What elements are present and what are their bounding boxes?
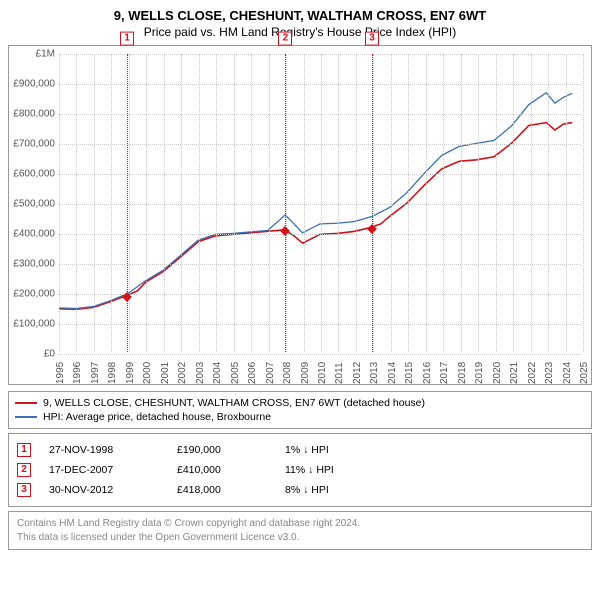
- gridline-v: [181, 54, 182, 352]
- legend-label: HPI: Average price, detached house, Brox…: [43, 411, 271, 423]
- event-price: £190,000: [177, 444, 267, 456]
- legend: 9, WELLS CLOSE, CHESHUNT, WALTHAM CROSS,…: [8, 391, 592, 429]
- attribution-footer: Contains HM Land Registry data © Crown c…: [8, 511, 592, 550]
- y-tick-label: £600,000: [9, 169, 55, 180]
- gridline-v: [513, 54, 514, 352]
- gridline-h: [59, 294, 581, 295]
- event-marker-num: 1: [17, 443, 31, 457]
- event-row: 2 17-DEC-2007 £410,000 11% ↓ HPI: [17, 460, 583, 480]
- gridline-v: [251, 54, 252, 352]
- gridline-v: [321, 54, 322, 352]
- chart-title: 9, WELLS CLOSE, CHESHUNT, WALTHAM CROSS,…: [8, 8, 592, 23]
- gridline-h: [59, 354, 581, 355]
- gridline-v: [234, 54, 235, 352]
- legend-item: 9, WELLS CLOSE, CHESHUNT, WALTHAM CROSS,…: [15, 396, 585, 410]
- event-marker-num: 3: [17, 483, 31, 497]
- marker-label: 2: [278, 32, 292, 46]
- marker-vline: [285, 54, 286, 352]
- gridline-h: [59, 324, 581, 325]
- legend-swatch: [15, 402, 37, 404]
- gridline-v: [391, 54, 392, 352]
- event-date: 17-DEC-2007: [49, 464, 159, 476]
- y-tick-label: £500,000: [9, 199, 55, 210]
- gridline-v: [269, 54, 270, 352]
- gridline-v: [443, 54, 444, 352]
- gridline-v: [94, 54, 95, 352]
- gridline-v: [76, 54, 77, 352]
- plot-area: 123: [59, 54, 581, 352]
- y-tick-label: £400,000: [9, 229, 55, 240]
- gridline-v: [583, 54, 584, 352]
- chart-area: 123 £0 £100,000 £200,000 £300,000 £400,000 £5…: [8, 45, 592, 385]
- event-hpi: 8% ↓ HPI: [285, 484, 385, 496]
- marker-vline: [127, 54, 128, 352]
- event-hpi: 11% ↓ HPI: [285, 464, 385, 476]
- gridline-v: [338, 54, 339, 352]
- marker-label: 3: [365, 32, 379, 46]
- event-price: £410,000: [177, 464, 267, 476]
- chart-container: 9, WELLS CLOSE, CHESHUNT, WALTHAM CROSS,…: [8, 8, 592, 550]
- gridline-h: [59, 114, 581, 115]
- gridline-v: [356, 54, 357, 352]
- gridline-h: [59, 204, 581, 205]
- gridline-v: [496, 54, 497, 352]
- marker-vline: [372, 54, 373, 352]
- event-date: 30-NOV-2012: [49, 484, 159, 496]
- gridline-h: [59, 264, 581, 265]
- title-block: 9, WELLS CLOSE, CHESHUNT, WALTHAM CROSS,…: [8, 8, 592, 39]
- gridline-h: [59, 84, 581, 85]
- gridline-v: [199, 54, 200, 352]
- y-tick-label: £800,000: [9, 109, 55, 120]
- gridline-v: [59, 54, 60, 352]
- gridline-v: [216, 54, 217, 352]
- gridline-h: [59, 144, 581, 145]
- legend-item: HPI: Average price, detached house, Brox…: [15, 410, 585, 424]
- gridline-v: [304, 54, 305, 352]
- gridline-v: [426, 54, 427, 352]
- event-hpi: 1% ↓ HPI: [285, 444, 385, 456]
- y-tick-label: £700,000: [9, 139, 55, 150]
- marker-label: 1: [120, 32, 134, 46]
- gridline-h: [59, 54, 581, 55]
- footer-line-2: This data is licensed under the Open Gov…: [17, 531, 583, 545]
- y-tick-label: £900,000: [9, 79, 55, 90]
- event-marker-num: 2: [17, 463, 31, 477]
- event-row: 1 27-NOV-1998 £190,000 1% ↓ HPI: [17, 440, 583, 460]
- line-layer: [59, 54, 581, 352]
- gridline-v: [111, 54, 112, 352]
- gridline-v: [531, 54, 532, 352]
- event-date: 27-NOV-1998: [49, 444, 159, 456]
- gridline-h: [59, 174, 581, 175]
- y-tick-label: £0: [9, 349, 55, 360]
- gridline-v: [548, 54, 549, 352]
- event-price: £418,000: [177, 484, 267, 496]
- y-tick-label: £300,000: [9, 259, 55, 270]
- gridline-v: [129, 54, 130, 352]
- gridline-v: [373, 54, 374, 352]
- gridline-v: [461, 54, 462, 352]
- footer-line-1: Contains HM Land Registry data © Crown c…: [17, 517, 583, 531]
- y-tick-label: £1M: [9, 49, 55, 60]
- gridline-v: [164, 54, 165, 352]
- gridline-h: [59, 234, 581, 235]
- y-tick-label: £100,000: [9, 319, 55, 330]
- event-row: 3 30-NOV-2012 £418,000 8% ↓ HPI: [17, 480, 583, 500]
- legend-swatch: [15, 416, 37, 418]
- gridline-v: [408, 54, 409, 352]
- events-table: 1 27-NOV-1998 £190,000 1% ↓ HPI 2 17-DEC-2007…: [8, 433, 592, 507]
- gridline-v: [146, 54, 147, 352]
- legend-label: 9, WELLS CLOSE, CHESHUNT, WALTHAM CROSS,…: [43, 397, 425, 409]
- gridline-v: [566, 54, 567, 352]
- gridline-v: [478, 54, 479, 352]
- chart-subtitle: Price paid vs. HM Land Registry's House …: [8, 25, 592, 39]
- y-tick-label: £200,000: [9, 289, 55, 300]
